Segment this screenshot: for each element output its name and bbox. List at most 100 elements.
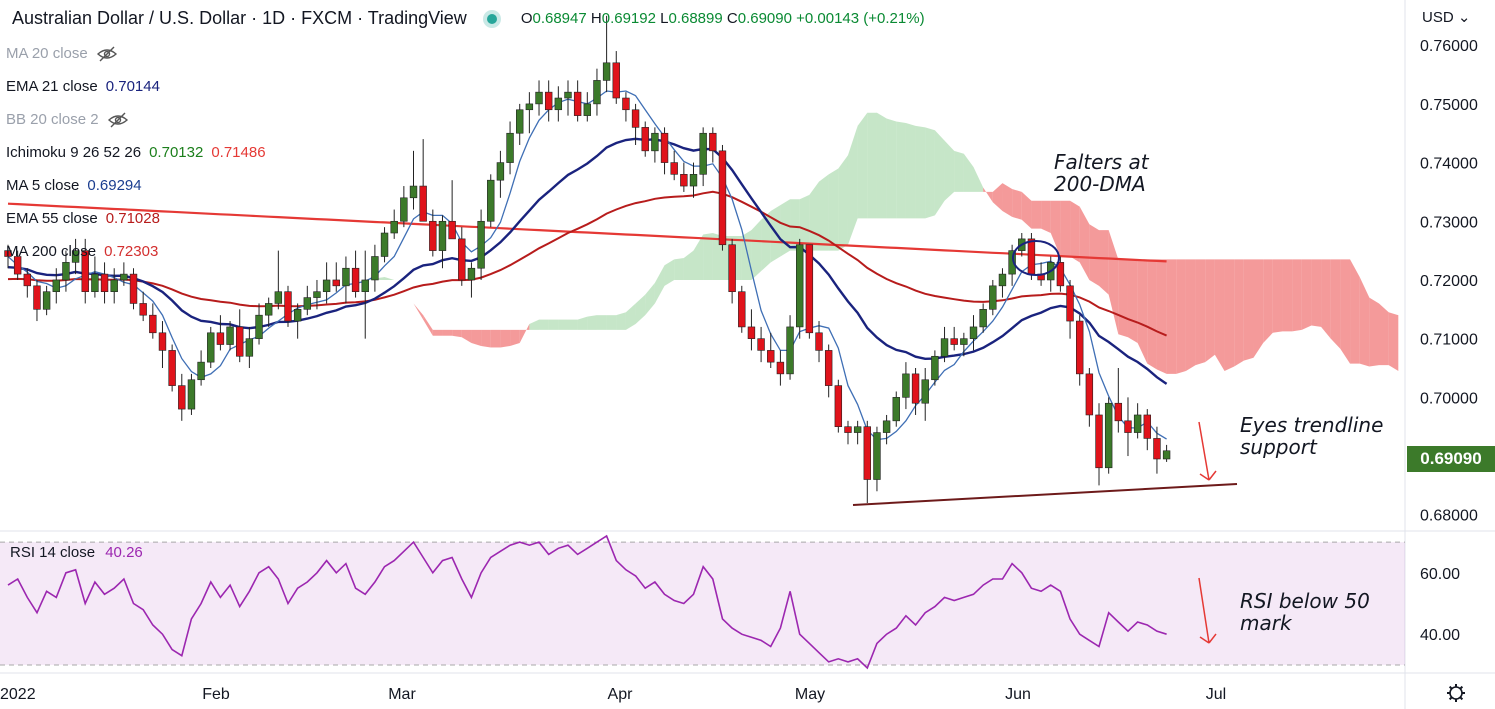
candle-body <box>110 279 118 293</box>
candle-body <box>1153 438 1161 460</box>
candle-body <box>815 332 823 351</box>
cloud-segment <box>1118 259 1128 338</box>
legend-label: EMA 21 close <box>6 78 98 95</box>
symbol-title[interactable]: Australian Dollar / U.S. Dollar · 1D · F… <box>12 8 467 28</box>
legend-row[interactable]: EMA 55 close 0.71028 <box>6 202 266 235</box>
cloud-segment <box>963 153 974 192</box>
cloud-segment <box>983 187 993 203</box>
candle-body <box>274 291 283 304</box>
cloud-segment <box>1330 259 1341 349</box>
cloud-segment <box>1350 259 1360 364</box>
cloud-segment <box>645 282 655 316</box>
candle-body <box>516 109 524 134</box>
candle-body <box>622 97 630 111</box>
cloud-segment <box>1214 259 1225 371</box>
cloud-segment <box>1176 259 1186 374</box>
candle-body <box>149 314 157 334</box>
candle-body <box>844 426 852 433</box>
candle-body <box>602 62 611 81</box>
cloud-segment <box>1195 259 1206 366</box>
currency-label: USD <box>1422 9 1454 26</box>
candle-body <box>361 279 369 293</box>
candle-body <box>226 326 234 345</box>
indicator-legend: MA 20 close EMA 21 close 0.70144 BB 20 clos… <box>6 37 266 268</box>
candle-body <box>100 273 109 293</box>
candle-body <box>680 174 688 187</box>
cloud-segment <box>625 303 636 330</box>
candle-body <box>631 109 640 128</box>
candle-body <box>1027 238 1036 275</box>
cloud-segment <box>1002 183 1013 217</box>
candle-body <box>293 309 302 322</box>
time-tick-label: Jul <box>1206 686 1226 703</box>
cloud-segment <box>876 112 887 219</box>
candle-body <box>506 132 514 163</box>
candle-body <box>979 309 987 328</box>
rsi-pane <box>0 534 1405 670</box>
cloud-segment <box>973 166 984 192</box>
cloud-segment <box>1359 277 1370 367</box>
candle-body <box>380 232 389 257</box>
cloud-segment <box>442 329 453 336</box>
candle-body <box>892 397 900 422</box>
price-tick-label: 0.70000 <box>1420 390 1478 407</box>
cloud-segment <box>944 140 955 201</box>
legend-row[interactable]: Ichimoku 9 26 52 26 0.70132 0.71486 <box>6 136 266 169</box>
legend-row[interactable]: MA 20 close <box>6 37 266 70</box>
cloud-segment <box>1156 259 1167 374</box>
price-tick-label: 0.74000 <box>1420 156 1478 173</box>
candle-body <box>1085 373 1094 416</box>
last-price-tag: 0.69090 <box>1407 446 1495 472</box>
cloud-segment <box>1137 259 1148 364</box>
annotation-falters-line2: 200-DMA <box>1054 172 1146 196</box>
cloud-segment <box>1031 200 1042 229</box>
cloud-segment <box>905 122 916 219</box>
candle-body <box>796 244 804 328</box>
candle-body <box>1114 402 1123 422</box>
cloud-segment <box>529 319 540 330</box>
down-arrow-icon <box>1198 577 1217 644</box>
legend-row[interactable]: EMA 21 close 0.70144 <box>6 70 266 103</box>
legend-row[interactable]: BB 20 close 2 <box>6 103 266 136</box>
highlight-ellipse <box>1012 240 1060 276</box>
annotation-shapes <box>852 240 1238 644</box>
cloud-segment <box>1099 230 1109 295</box>
candle-body <box>1095 414 1103 469</box>
legend-row[interactable]: MA 5 close 0.69294 <box>6 169 266 202</box>
cloud-segment <box>635 294 646 324</box>
eye-hidden-icon[interactable] <box>107 112 129 128</box>
cloud-segment <box>847 125 858 245</box>
cloud-segment <box>1147 259 1157 370</box>
eye-hidden-icon[interactable] <box>96 46 118 62</box>
candle-body <box>921 379 929 404</box>
cloud-segment <box>1263 259 1273 344</box>
cloud-segment <box>1224 259 1235 371</box>
candle-body <box>544 91 553 111</box>
cloud-segment <box>1166 259 1177 374</box>
cloud-segment <box>558 319 568 330</box>
candle-body <box>525 103 534 111</box>
rsi-legend: RSI 14 close 40.26 <box>10 544 143 561</box>
cloud-segment <box>1041 200 1051 234</box>
ema21-line <box>7 137 1168 385</box>
candle-body <box>1066 285 1074 322</box>
candle-body <box>71 250 80 263</box>
candle-body <box>940 338 949 357</box>
annotation-trendline: Eyes trendline support <box>1240 414 1383 458</box>
annotation-falters: Falters at 200-DMA <box>1054 151 1149 195</box>
legend-row[interactable]: MA 200 close 0.72303 <box>6 235 266 268</box>
cloud-segment <box>1340 259 1351 364</box>
chart-title-bar: Australian Dollar / U.S. Dollar · 1D · F… <box>12 8 925 29</box>
candle-body <box>583 103 592 116</box>
currency-selector[interactable]: USD ⌄ <box>1422 8 1470 26</box>
candle-body <box>23 273 32 287</box>
cloud-segment <box>857 112 868 219</box>
cloud-segment <box>481 329 491 348</box>
cloud-segment <box>693 234 704 280</box>
candle-body <box>989 285 997 310</box>
legend-label: MA 20 close <box>6 45 88 62</box>
candle-body <box>1076 320 1084 375</box>
candle-body <box>168 350 176 386</box>
cloud-segment <box>1108 230 1119 335</box>
